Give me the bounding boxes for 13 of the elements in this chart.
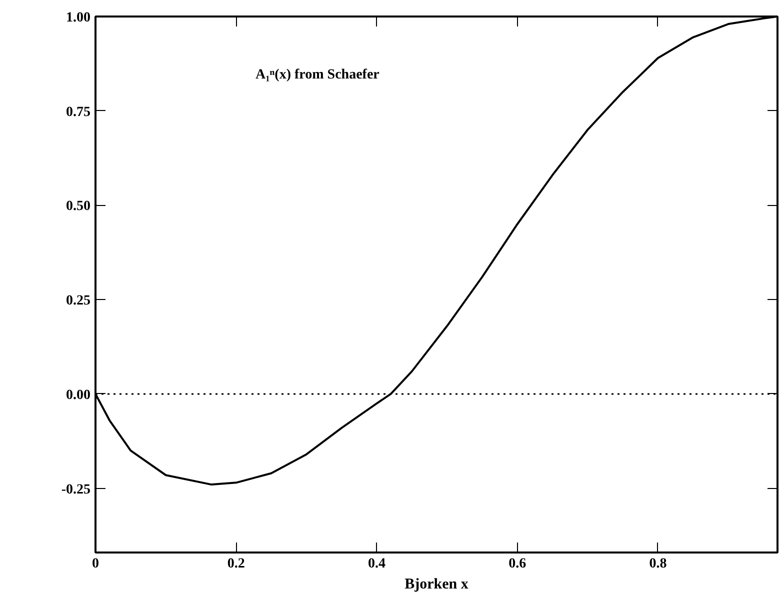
- x-tick-label: 0.8: [649, 556, 667, 572]
- y-tick-label: 0.50: [66, 199, 90, 214]
- y-tick-label: 0.75: [66, 104, 90, 120]
- y-tick-label: 0.25: [66, 294, 90, 309]
- annotation: A₁ⁿ(x) from Schaefer: [256, 68, 380, 82]
- y-tick-label: 1.00: [66, 10, 90, 26]
- x-tick-label: 0: [92, 556, 99, 572]
- x-axis-title: Bjorken x: [404, 576, 469, 592]
- y-tick-label: 0.00: [66, 388, 90, 403]
- x-tick-label: 0.6: [508, 556, 526, 572]
- x-tick-label: 0.2: [227, 556, 245, 572]
- x-tick-label: 0.4: [368, 556, 386, 572]
- y-tick-label: -0.25: [61, 482, 91, 498]
